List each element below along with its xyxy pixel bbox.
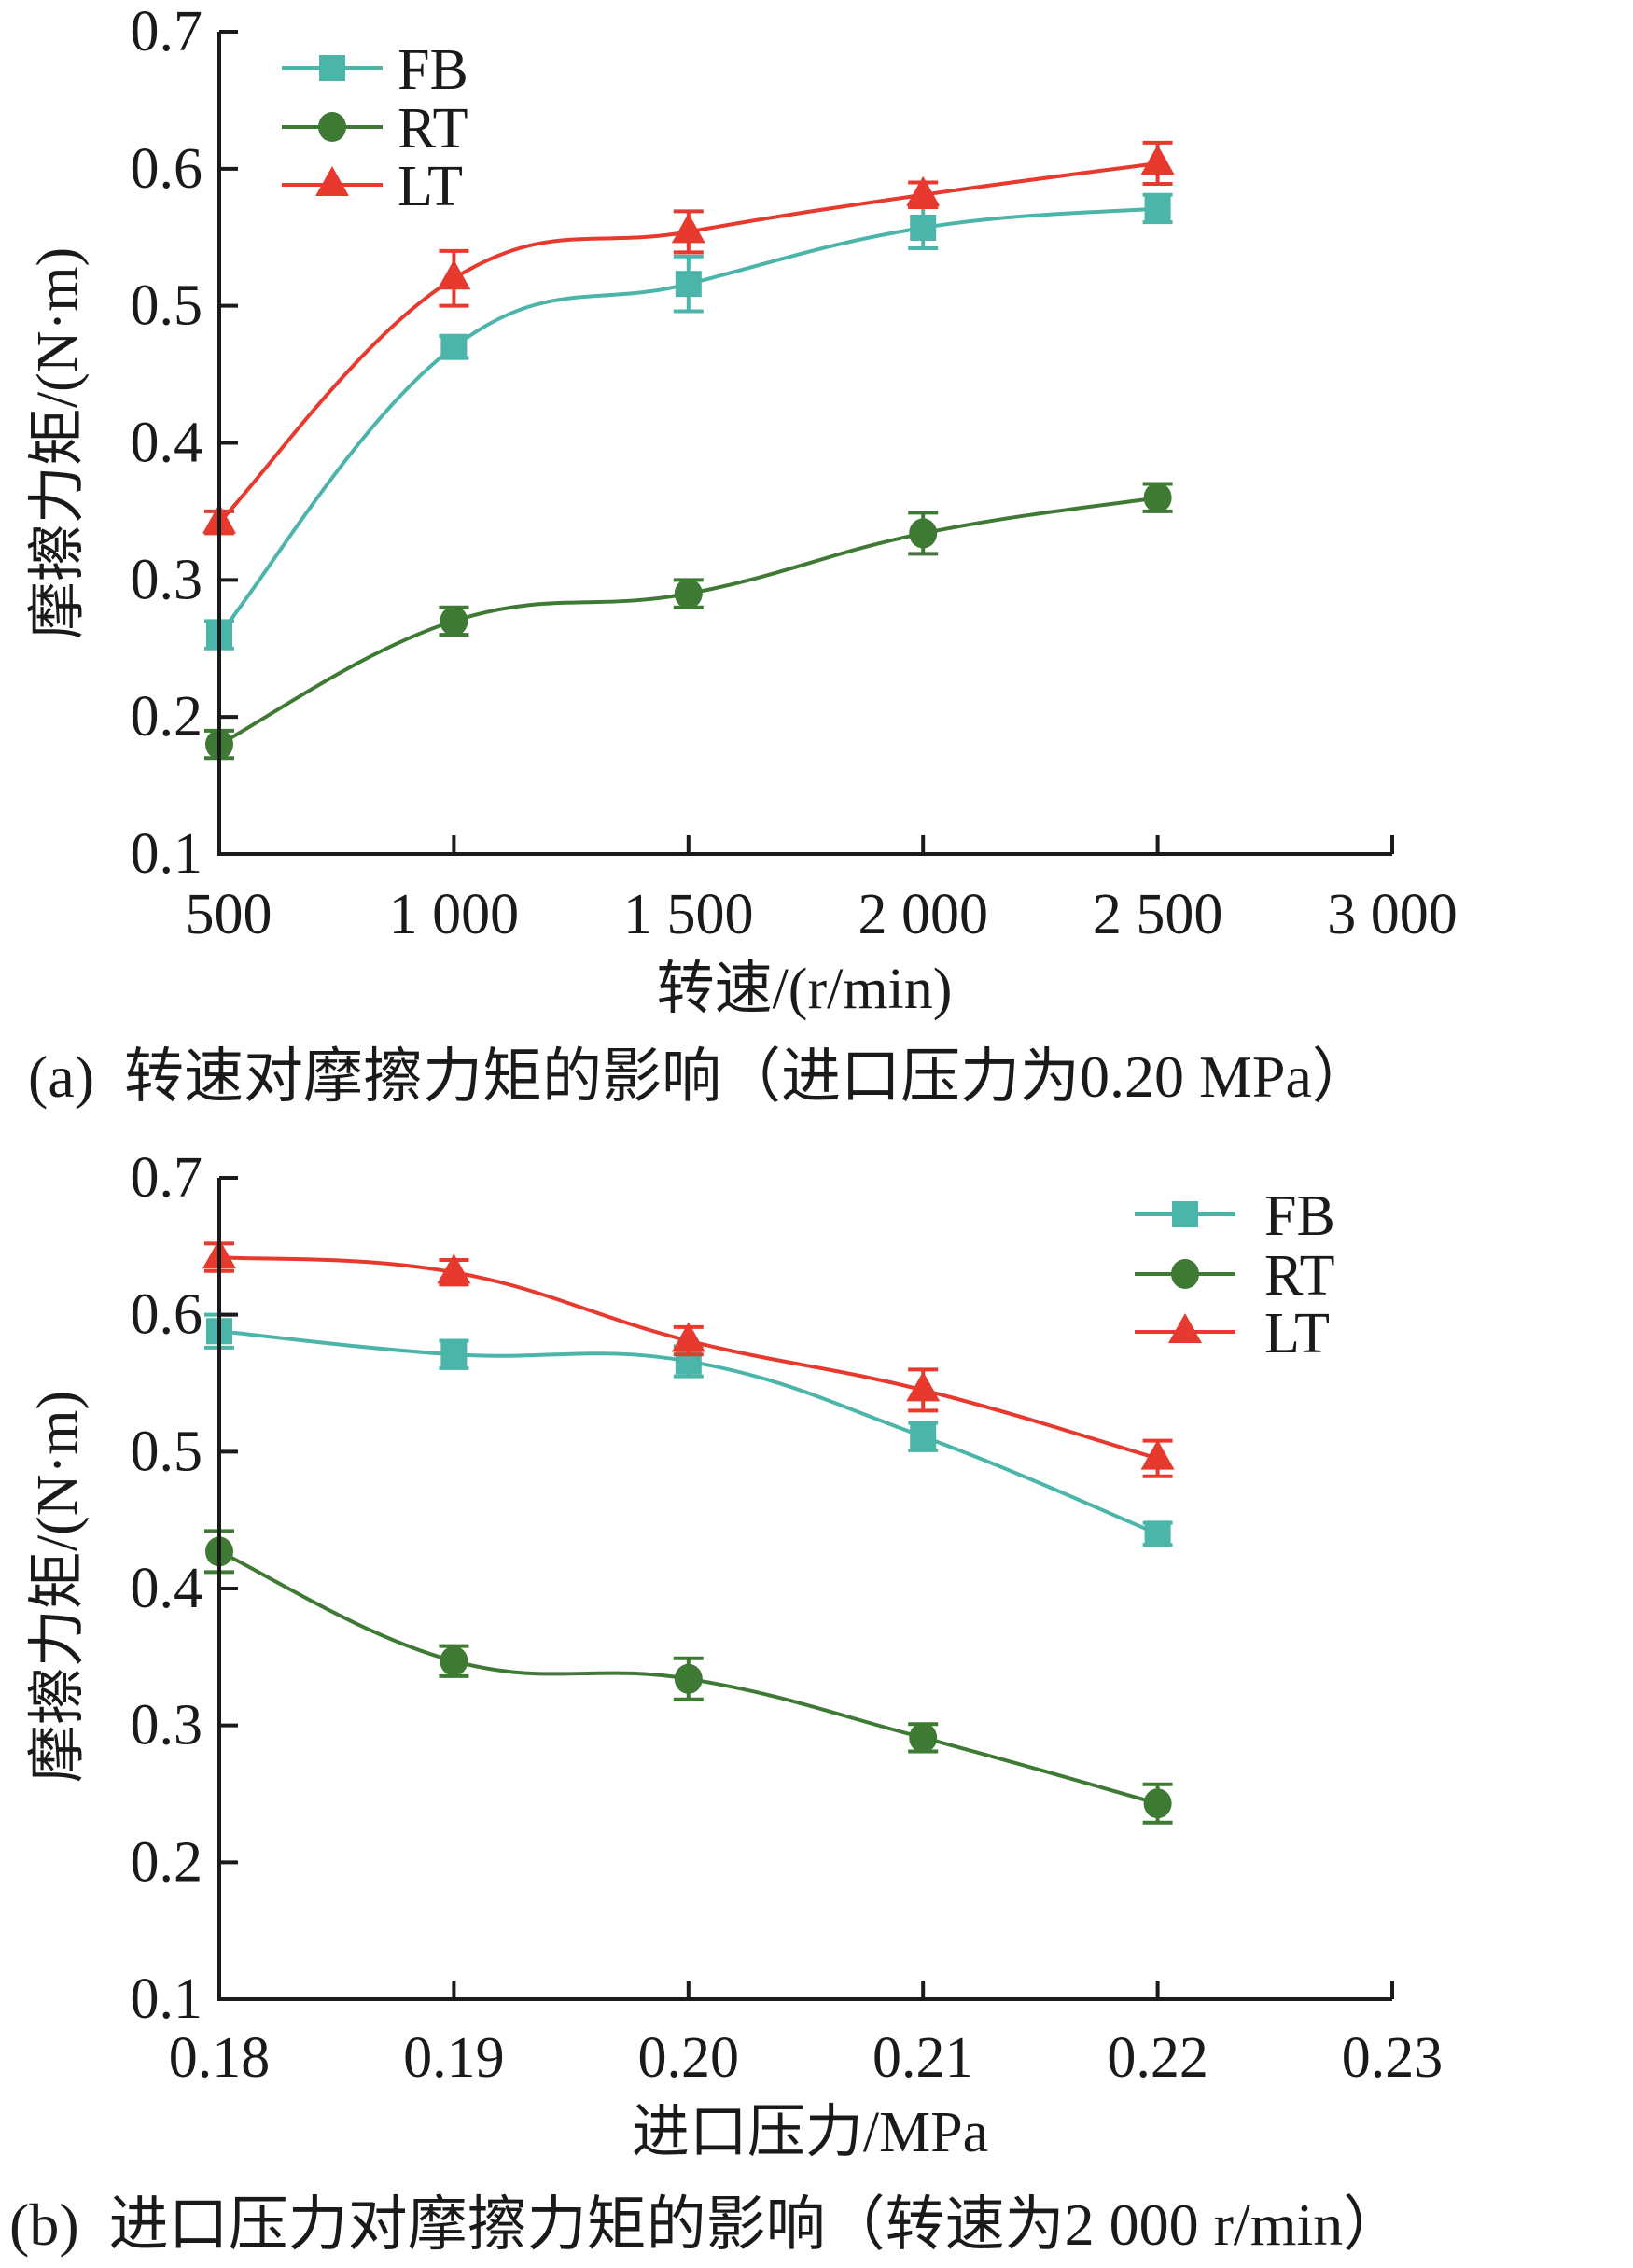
chart-b-series-rt (204, 1529, 1173, 1825)
chart-a-point-fb (440, 333, 468, 360)
legend-label: LT (398, 155, 463, 218)
chart-b-point-rt (674, 1663, 703, 1694)
chart-b-series-lt (202, 1239, 1175, 1478)
chart-a-series-lt (202, 140, 1175, 536)
chart-b-x-axis-title: 进口压力/MPa (632, 2101, 988, 2164)
legend-marker-circle-icon (318, 112, 346, 142)
chart-b: 0.1 0.2 0.3 0.4 0.5 0.6 0.7 0.18 0.19 0.20 0.21 0.2… (9, 1146, 1443, 2258)
chart-a-y-axis-title: 摩擦力矩/(N·m) (26, 247, 90, 639)
legend-marker-square-icon (1172, 1201, 1198, 1227)
legend-label: RT (1264, 1244, 1335, 1308)
chart-a-legend-item-fb: FB (282, 38, 468, 102)
chart-a-point-lt (906, 175, 941, 206)
chart-b-y-tick-label: 0.3 (131, 1694, 203, 1757)
legend-marker-square-icon (319, 55, 345, 81)
chart-a-y-tick-label: 0.3 (131, 548, 203, 611)
chart-a-y-tick-label: 0.5 (131, 274, 203, 338)
chart-a-point-rt (1143, 483, 1172, 513)
chart-b-point-fb (440, 1341, 468, 1368)
chart-a-x-tick-label: 3 000 (1327, 883, 1458, 946)
chart-a: 0.1 0.2 0.3 0.4 0.5 0.6 0.7 500 1 000 1 500 2 000 2… (26, 0, 1458, 1110)
chart-b-legend-item-lt: LT (1135, 1302, 1330, 1365)
chart-a-y-tick-label: 0.7 (131, 0, 203, 63)
chart-a-y-tick-label: 0.4 (131, 412, 203, 475)
chart-b-y-axis-title: 摩擦力矩/(N·m) (26, 1391, 90, 1783)
chart-a-point-lt (437, 259, 471, 290)
chart-a-y-tick-label: 0.1 (131, 822, 203, 886)
chart-b-x-tick-label: 0.20 (638, 2026, 740, 2090)
chart-a-point-fb (675, 271, 702, 298)
chart-a-x-tick-label: 2 500 (1093, 883, 1223, 946)
chart-b-y-tick-label: 0.6 (131, 1283, 203, 1347)
chart-b-point-lt (437, 1253, 471, 1284)
chart-b-point-lt (671, 1322, 705, 1352)
chart-b-x-tick-label: 0.22 (1107, 2026, 1208, 2090)
chart-a-point-rt (909, 518, 938, 549)
chart-a-axes: 0.1 0.2 0.3 0.4 0.5 0.6 0.7 500 1 000 1 500 2 000 2… (131, 0, 1458, 946)
chart-a-caption: (a) 转速对摩擦力矩的影响（进口压力为0.20 MPa） (28, 1043, 1372, 1110)
chart-a-y-tick-label: 0.6 (131, 137, 203, 201)
chart-a-point-fb (910, 214, 937, 241)
legend-marker-triangle-icon (315, 166, 349, 196)
chart-a-legend-item-lt: LT (282, 155, 463, 218)
chart-a-x-tick-label: 1 000 (389, 883, 520, 946)
legend-label: LT (1264, 1302, 1330, 1365)
chart-b-legend-item-fb: FB (1135, 1184, 1335, 1248)
chart-a-y-tick-label: 0.2 (131, 685, 203, 749)
legend-marker-triangle-icon (1168, 1313, 1202, 1343)
legend-label: RT (398, 97, 468, 161)
chart-a-series-layer (202, 140, 1175, 761)
chart-a-point-lt (1140, 144, 1175, 175)
chart-a-point-rt (440, 606, 468, 637)
chart-a-line-fb (217, 206, 1158, 637)
chart-b-axes: 0.1 0.2 0.3 0.4 0.5 0.6 0.7 0.18 0.19 0.20 0.21 0.2… (131, 1146, 1444, 2090)
chart-b-point-fb (1144, 1520, 1171, 1547)
chart-a-x-tick-label: 1 500 (623, 883, 754, 946)
chart-b-y-tick-label: 0.7 (131, 1146, 203, 1210)
chart-a-point-rt (674, 579, 703, 609)
chart-a-line-rt (218, 496, 1158, 747)
chart-a-legend-item-rt: RT (282, 97, 468, 161)
chart-a-x-axis-title: 转速/(r/min) (657, 958, 953, 1021)
chart-a-x-tick-label: 2 000 (858, 883, 988, 946)
chart-b-y-tick-label: 0.4 (131, 1557, 203, 1620)
chart-b-x-tick-label: 0.23 (1342, 2026, 1444, 2090)
chart-b-point-lt (906, 1371, 941, 1402)
chart-a-series-rt (204, 482, 1173, 761)
chart-b-point-rt (440, 1645, 468, 1676)
chart-b-caption: (b) 进口压力对摩擦力矩的影响（转速为2 000 r/min） (9, 2191, 1403, 2258)
chart-b-legend-item-rt: RT (1135, 1244, 1335, 1308)
chart-b-x-tick-label: 0.19 (403, 2026, 505, 2090)
chart-b-series-fb (204, 1312, 1173, 1547)
legend-label: FB (1264, 1184, 1335, 1248)
chart-b-x-tick-label: 0.18 (169, 2026, 271, 2090)
legend-marker-circle-icon (1171, 1259, 1199, 1289)
chart-b-y-tick-label: 0.5 (131, 1420, 203, 1483)
chart-b-point-lt (1140, 1439, 1175, 1470)
chart-b-x-tick-label: 0.21 (872, 2026, 974, 2090)
chart-b-point-rt (1143, 1788, 1172, 1819)
chart-a-x-tick-label: 500 (186, 883, 272, 946)
chart-b-point-fb (910, 1423, 937, 1450)
chart-a-point-lt (671, 213, 705, 244)
chart-a-point-fb (1144, 195, 1171, 222)
chart-b-series-layer (202, 1239, 1175, 1825)
chart-b-y-tick-label: 0.2 (131, 1830, 203, 1894)
chart-b-point-rt (909, 1722, 938, 1753)
legend-label: FB (398, 38, 468, 102)
chart-a-line-lt (217, 161, 1158, 525)
chart-b-y-tick-label: 0.1 (131, 1967, 203, 2031)
